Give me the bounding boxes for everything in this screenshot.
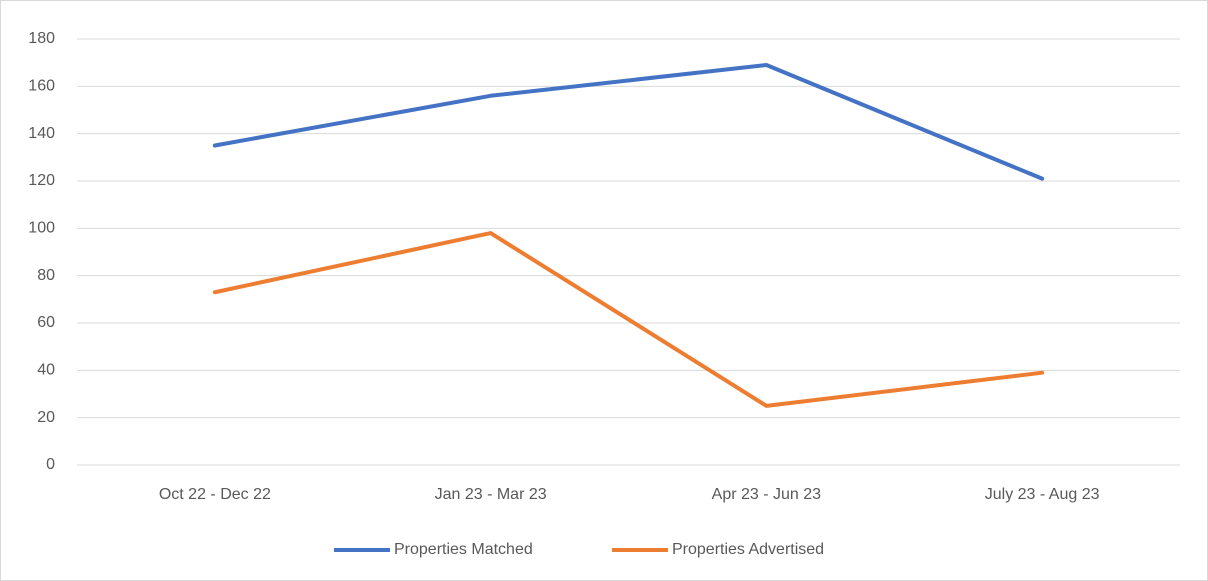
y-tick-label: 120 bbox=[28, 172, 55, 189]
legend-label: Properties Advertised bbox=[672, 541, 824, 558]
y-tick-label: 100 bbox=[28, 220, 55, 237]
x-tick-label: Oct 22 - Dec 22 bbox=[159, 486, 271, 503]
y-tick-label: 140 bbox=[28, 125, 55, 142]
line-series bbox=[212, 231, 1045, 408]
x-tick-label: July 23 - Aug 23 bbox=[985, 486, 1100, 503]
x-tick-label: Apr 23 - Jun 23 bbox=[712, 486, 822, 503]
y-tick-label: 60 bbox=[37, 314, 55, 331]
x-tick-label: Jan 23 - Mar 23 bbox=[435, 486, 547, 503]
line-series bbox=[212, 63, 1045, 181]
y-tick-label: 40 bbox=[37, 362, 55, 379]
y-tick-label: 160 bbox=[28, 78, 55, 95]
y-tick-label: 80 bbox=[37, 267, 55, 284]
y-tick-label: 0 bbox=[46, 456, 55, 473]
y-tick-label: 20 bbox=[37, 409, 55, 426]
legend-label: Properties Matched bbox=[394, 541, 533, 558]
y-tick-label: 180 bbox=[28, 30, 55, 47]
